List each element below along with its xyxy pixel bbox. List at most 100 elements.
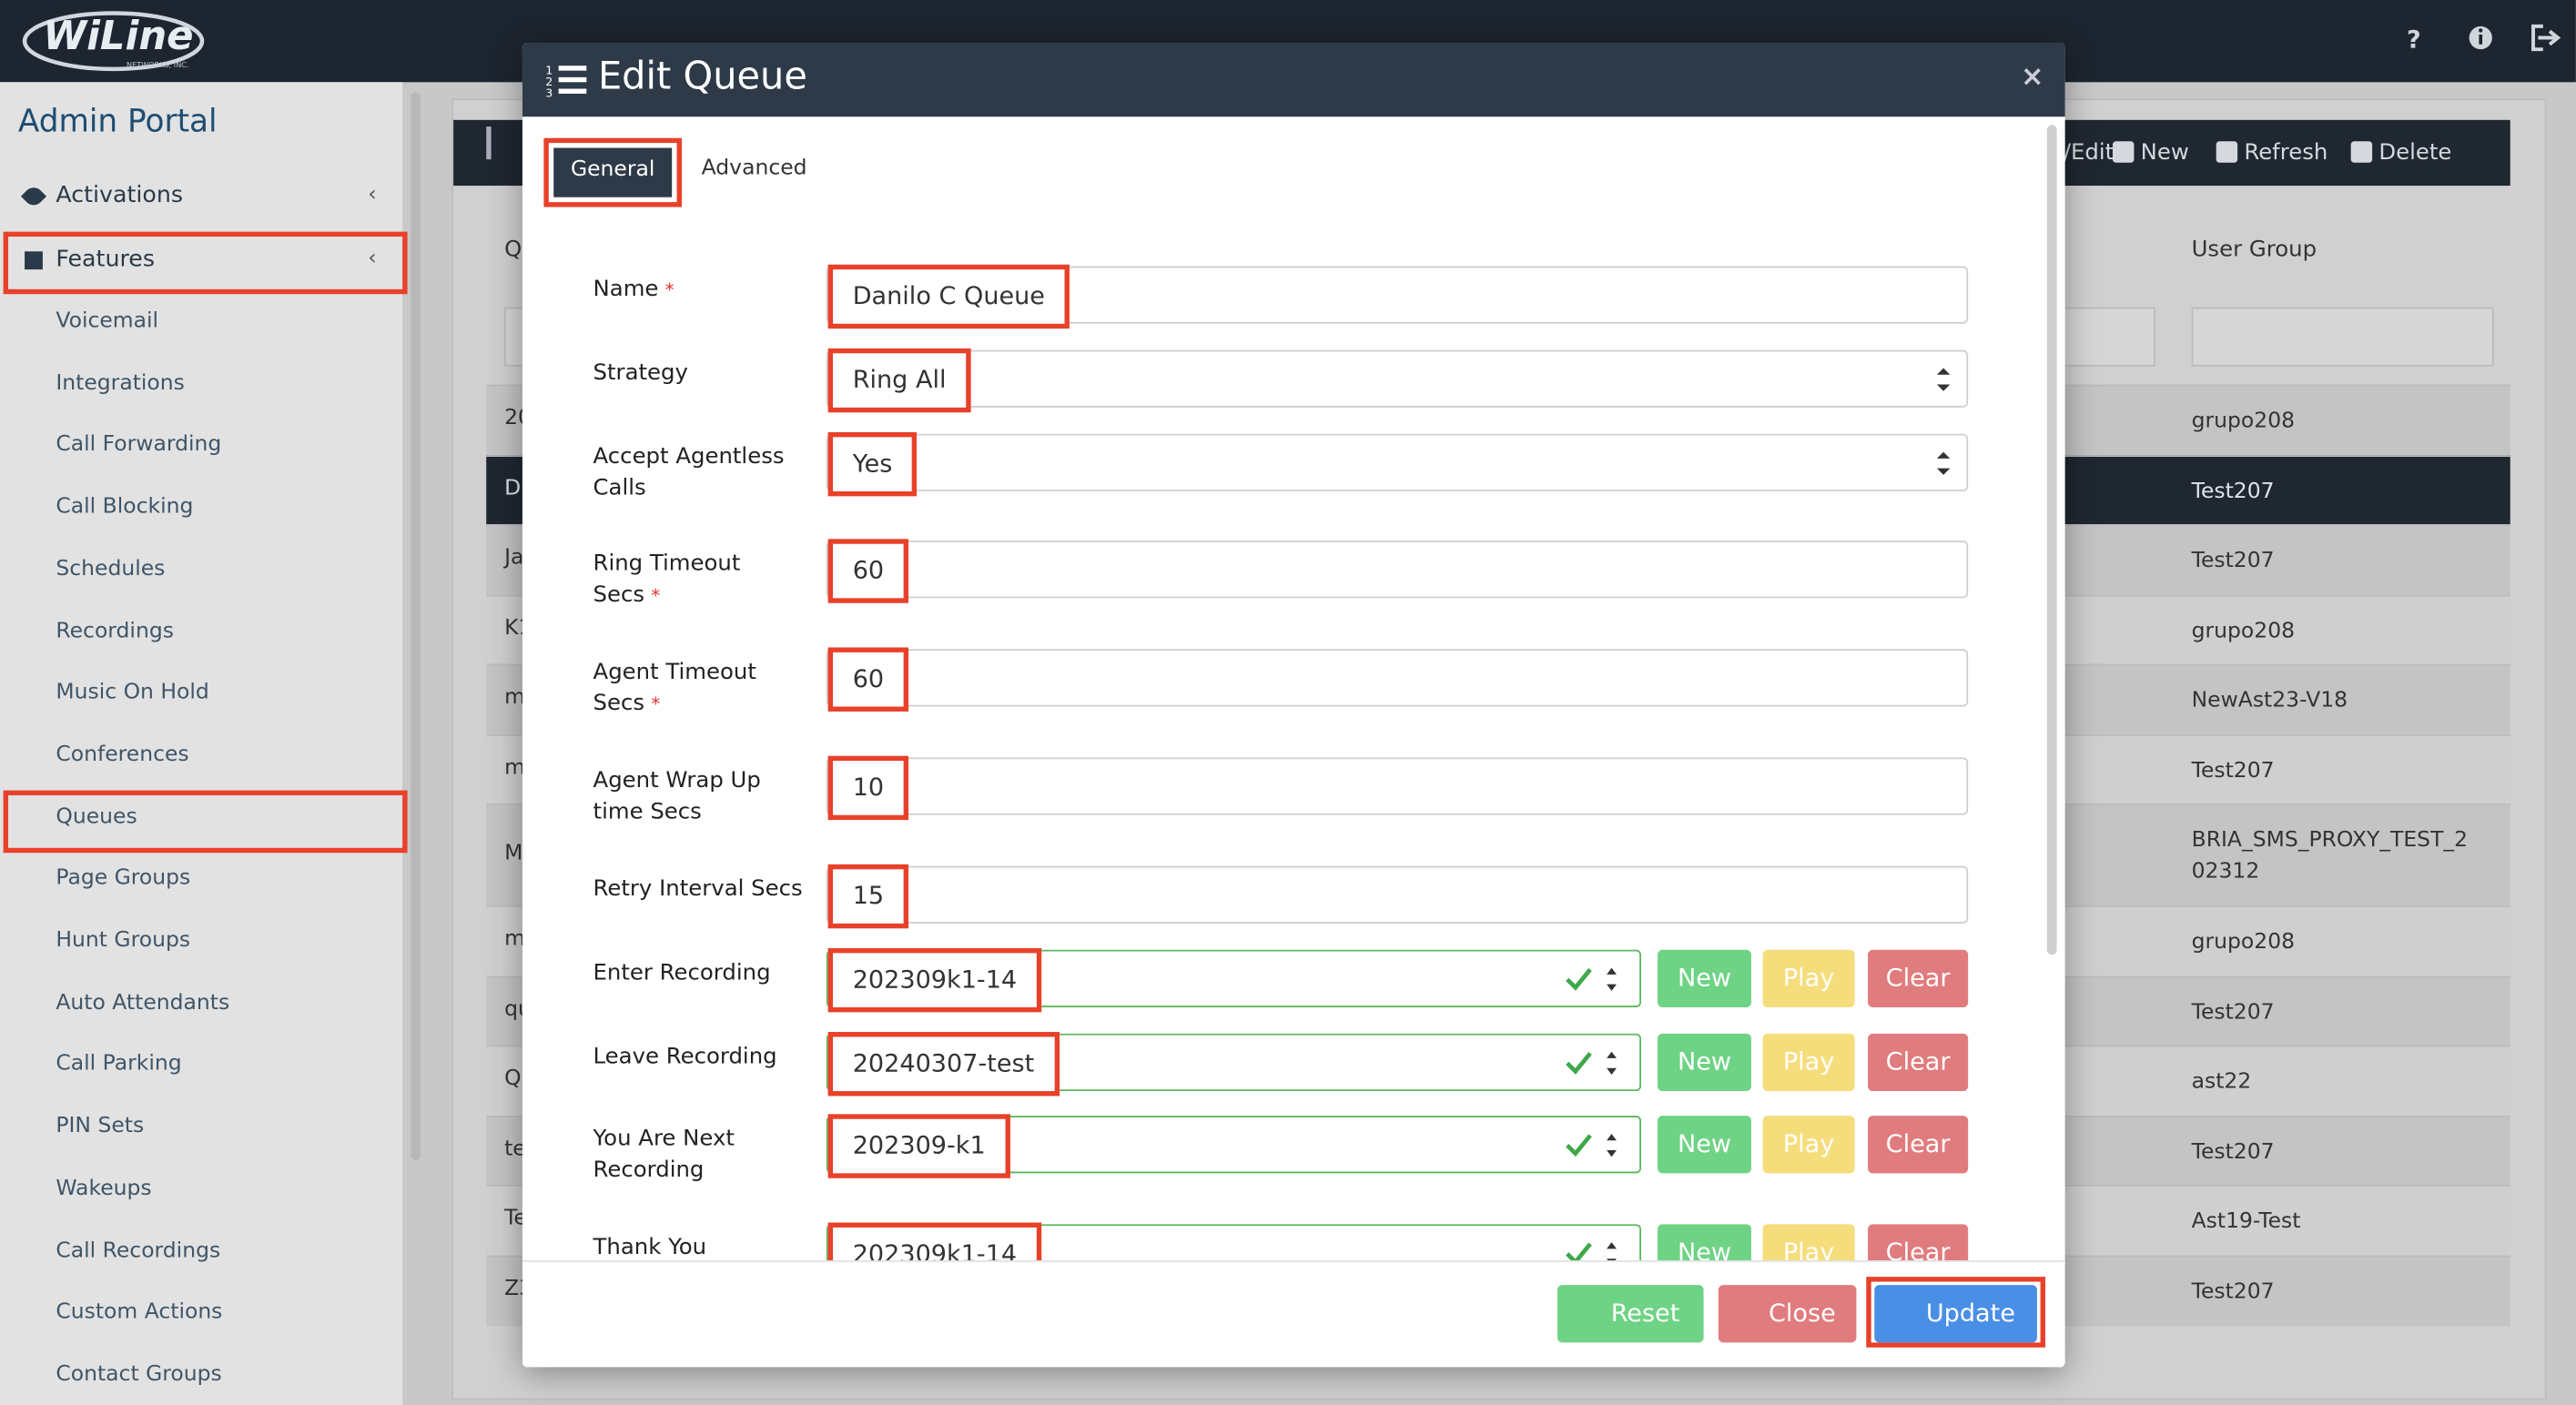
menu-item[interactable]: Conferences	[56, 743, 189, 768]
field-value: 202309k1-14	[827, 1222, 1042, 1261]
tab-general[interactable]: General	[553, 147, 673, 197]
recording-button[interactable]: Play	[1762, 1116, 1855, 1174]
recording-button[interactable]: Clear	[1868, 1033, 1969, 1092]
field-input[interactable]: 202309-k1	[826, 1114, 1641, 1178]
dialog-body: General Advanced Name * Danilo C Queue Stra…	[522, 116, 2065, 1261]
cell: M	[504, 841, 523, 866]
menu-item[interactable]: Auto Attendants	[56, 990, 230, 1016]
scrollbar	[2046, 125, 2057, 955]
footer-button[interactable]: Update	[1874, 1285, 2037, 1343]
field-value: Yes	[827, 431, 918, 497]
menu-item[interactable]: Call Blocking	[56, 494, 194, 520]
column-header: User Group	[2191, 237, 2317, 263]
recording-button[interactable]: New	[1658, 1033, 1751, 1092]
menu-item[interactable]: Wakeups	[56, 1176, 152, 1201]
menu-item[interactable]: Queues	[56, 804, 137, 830]
toolbar-button[interactable]: /Edit	[2063, 139, 2115, 167]
cell: D	[504, 476, 522, 501]
field-label: Ring Timeout Secs *	[593, 549, 807, 612]
label-text: Leave Recording	[593, 1043, 777, 1070]
field-value: Danilo C Queue	[827, 264, 1070, 329]
field-input[interactable]: 60	[826, 539, 1969, 603]
field-label: Agent Wrap Up time Secs	[593, 766, 807, 829]
toolbar-icon	[2350, 141, 2373, 163]
field-input[interactable]: Danilo C Queue	[826, 264, 1969, 329]
field-input[interactable]: Ring All	[826, 348, 1969, 413]
footer-button[interactable]: Close	[1718, 1285, 1857, 1343]
scrollbar	[411, 92, 421, 1160]
menu-item[interactable]: Recordings	[56, 618, 174, 643]
tab-advanced[interactable]: Advanced	[701, 156, 807, 181]
cell: grupo208	[2191, 409, 2296, 435]
recording-button[interactable]: Clear	[1868, 1116, 1969, 1174]
field-input[interactable]: 202309k1-14	[826, 947, 1641, 1013]
field-value: 20240307-test	[827, 1032, 1060, 1097]
recording-button[interactable]: New	[1658, 1116, 1751, 1174]
field-input[interactable]: 202309k1-14	[826, 1222, 1641, 1261]
recording-button[interactable]: New	[1658, 949, 1751, 1007]
menu-item[interactable]: Hunt Groups	[56, 928, 191, 954]
cell: Test207	[2191, 1279, 2275, 1305]
field-label: Agent Timeout Secs *	[593, 657, 807, 720]
recording-button[interactable]: Play	[1762, 1033, 1855, 1092]
menu-item[interactable]: Schedules	[56, 556, 166, 581]
recording-button[interactable]: New	[1658, 1224, 1751, 1261]
field-input[interactable]: Yes	[826, 431, 1969, 497]
recording-button[interactable]: Play	[1762, 1224, 1855, 1261]
field-input[interactable]: 20240307-test	[826, 1032, 1641, 1097]
label-text: Agent Timeout Secs	[593, 659, 756, 717]
cell: m	[504, 685, 525, 711]
label-text: Accept Agentless Calls	[593, 443, 785, 501]
field-value: 15	[827, 864, 909, 929]
menu-item[interactable]: Page Groups	[56, 866, 191, 892]
toolbar-button[interactable]: Refresh	[2244, 139, 2328, 167]
svg-text:3: 3	[545, 86, 553, 100]
toolbar-button[interactable]: Delete	[2378, 139, 2452, 167]
toolbar-button[interactable]: New	[2140, 139, 2189, 167]
recording-button[interactable]: Clear	[1868, 949, 1969, 1007]
cell: m	[504, 755, 525, 781]
cell: te	[504, 1137, 526, 1162]
field-input[interactable]: 60	[826, 647, 1969, 712]
field-input[interactable]: 10	[826, 755, 1969, 821]
label-text: Enter Recording	[593, 959, 771, 986]
menu-item[interactable]: Music On Hold	[56, 680, 209, 706]
cell: grupo208	[2191, 930, 2296, 955]
list-icon: 123	[545, 63, 587, 100]
field-input[interactable]: 15	[826, 864, 1969, 929]
cell: m	[504, 926, 525, 953]
label-text: Strategy	[593, 359, 688, 387]
toolbar-icon	[486, 126, 512, 160]
label-text: Agent Wrap Up time Secs	[593, 767, 761, 825]
menu-item[interactable]: Call Parking	[56, 1052, 182, 1077]
menu-item[interactable]: Custom Actions	[56, 1299, 223, 1325]
svg-text:?: ?	[2407, 25, 2421, 54]
chevron: ‹	[368, 246, 377, 271]
menu-item[interactable]: Activations	[56, 182, 184, 209]
cell: Test207	[2191, 1139, 2275, 1165]
menu-item[interactable]: PIN Sets	[56, 1114, 145, 1139]
menu-item[interactable]: Call Recordings	[56, 1238, 221, 1263]
filter-input[interactable]	[2191, 307, 2494, 367]
toolbar-icon	[2112, 141, 2135, 163]
recording-button[interactable]: Clear	[1868, 1224, 1969, 1261]
menu-item[interactable]: Features	[56, 246, 156, 273]
menu-item[interactable]: Contact Groups	[56, 1361, 222, 1387]
label-text: Name	[593, 276, 659, 303]
label-text: You Are Next Recording	[593, 1125, 735, 1184]
field-label: Strategy	[593, 359, 807, 389]
cell: Test207	[2191, 549, 2275, 574]
close-x[interactable]: ×	[2020, 60, 2044, 94]
menu-item[interactable]: Integrations	[56, 370, 185, 396]
cell: Test207	[2191, 479, 2275, 504]
field-label: Retry Interval Secs	[593, 874, 807, 905]
field-value: Ring All	[827, 348, 971, 413]
menu-item[interactable]: Call Forwarding	[56, 432, 222, 458]
field-value: 10	[827, 755, 909, 821]
field-value: 202309k1-14	[827, 947, 1042, 1013]
footer-button[interactable]: Reset	[1557, 1285, 1704, 1343]
recording-button[interactable]: Play	[1762, 949, 1855, 1007]
menu-item[interactable]: Voicemail	[56, 308, 159, 334]
